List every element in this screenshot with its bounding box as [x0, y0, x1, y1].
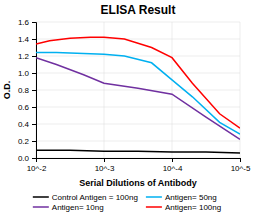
y-tick: 1.0 [18, 69, 36, 78]
y-grid-line [36, 107, 240, 108]
y-tick: 0.2 [18, 137, 36, 146]
legend-item: Control Antigen = 100ng [33, 193, 138, 202]
y-grid-line [36, 73, 240, 74]
y-tick-mark [32, 39, 36, 40]
y-tick-label: 0.8 [18, 86, 30, 95]
y-tick-label: 0.4 [18, 120, 30, 129]
x-tick: 10^-4 [163, 158, 183, 173]
series-line [36, 53, 240, 135]
legend-label: Control Antigen = 100ng [52, 193, 138, 202]
series-line [36, 58, 240, 140]
x-axis: 10^-2 10^-3 10^-4 10^-5 [27, 158, 251, 173]
y-tick: 1.2 [18, 52, 36, 61]
series-line [36, 37, 240, 128]
title: ELISA Result [101, 3, 176, 17]
y-grid-line [36, 124, 240, 125]
y-tick-mark [32, 73, 36, 74]
y-tick-label: 1.6 [18, 18, 30, 27]
y-grid-line [36, 141, 240, 142]
y-tick-label: 0.0 [18, 154, 30, 163]
legend-label: Antigen= 10ng [52, 203, 104, 212]
y-grid-line [36, 56, 240, 57]
y-tick-label: 0.6 [18, 103, 30, 112]
y-grid-line [36, 90, 240, 91]
y-tick-mark [32, 56, 36, 57]
y-tick-mark [32, 22, 36, 23]
y-tick-label: 1.2 [18, 52, 30, 61]
y-tick: 1.4 [18, 35, 36, 44]
x-tick-mark [104, 158, 105, 162]
legend: Control Antigen = 100ngAntigen= 10ng Anti… [33, 193, 221, 212]
x-axis-line [37, 159, 241, 163]
y-tick: 0.6 [18, 103, 36, 112]
legend-item: Antigen= 100ng [146, 203, 221, 212]
legend-swatch [33, 206, 49, 208]
y-tick: 0.0 [18, 154, 36, 163]
grid [36, 22, 240, 158]
legend-label: Antigen= 100ng [165, 203, 221, 212]
x-tick: 10^-2 [27, 158, 47, 173]
legend-swatch [146, 196, 162, 198]
x-tick-label: 10^-2 [27, 164, 47, 173]
chart: 10^-2 10^-3 10^-4 10^-5 0.0 0.2 0.4 0.6 0.8 1.0 1.… [0, 0, 254, 220]
x-tick: 10^-3 [95, 158, 115, 173]
chart-container: 10^-2 10^-3 10^-4 10^-5 0.0 0.2 0.4 0.6 0.8 1.0 1.… [0, 0, 254, 220]
y-tick-mark [32, 124, 36, 125]
y-tick-mark [32, 141, 36, 142]
x-tick-mark [240, 158, 241, 162]
y-tick: 0.8 [18, 86, 36, 95]
y-tick-label: 0.2 [18, 137, 30, 146]
x-axis-title: Serial Dilutions of Antibody [79, 178, 197, 188]
lines [36, 37, 240, 153]
y-tick: 1.6 [18, 18, 36, 27]
y-tick-label: 1.4 [18, 35, 30, 44]
y-axis-line [32, 23, 37, 159]
x-tick-label: 10^-3 [95, 164, 115, 173]
series-line [36, 150, 240, 153]
y-tick-mark [32, 158, 36, 159]
x-tick-mark [172, 158, 173, 162]
y-tick-mark [32, 90, 36, 91]
legend-item: Antigen= 50ng [146, 193, 217, 202]
x-tick: 10^-5 [231, 158, 251, 173]
x-tick-label: 10^-4 [163, 164, 183, 173]
legend-swatch [146, 206, 162, 208]
y-tick: 0.4 [18, 120, 36, 129]
legend-label: Antigen= 50ng [165, 193, 217, 202]
legend-swatch [33, 196, 49, 198]
x-tick-label: 10^-5 [231, 164, 251, 173]
y-axis: 0.0 0.2 0.4 0.6 0.8 1.0 1.2 1.4 1.6 [18, 18, 37, 163]
y-tick-mark [32, 107, 36, 108]
y-axis-title: O.D. [2, 81, 12, 100]
legend-item: Antigen= 10ng [33, 203, 104, 212]
y-grid-line [36, 22, 240, 23]
plot-area: 10^-2 10^-3 10^-4 10^-5 0.0 0.2 0.4 0.6 0.8 1.0 1.… [18, 18, 251, 173]
y-tick-label: 1.0 [18, 69, 30, 78]
